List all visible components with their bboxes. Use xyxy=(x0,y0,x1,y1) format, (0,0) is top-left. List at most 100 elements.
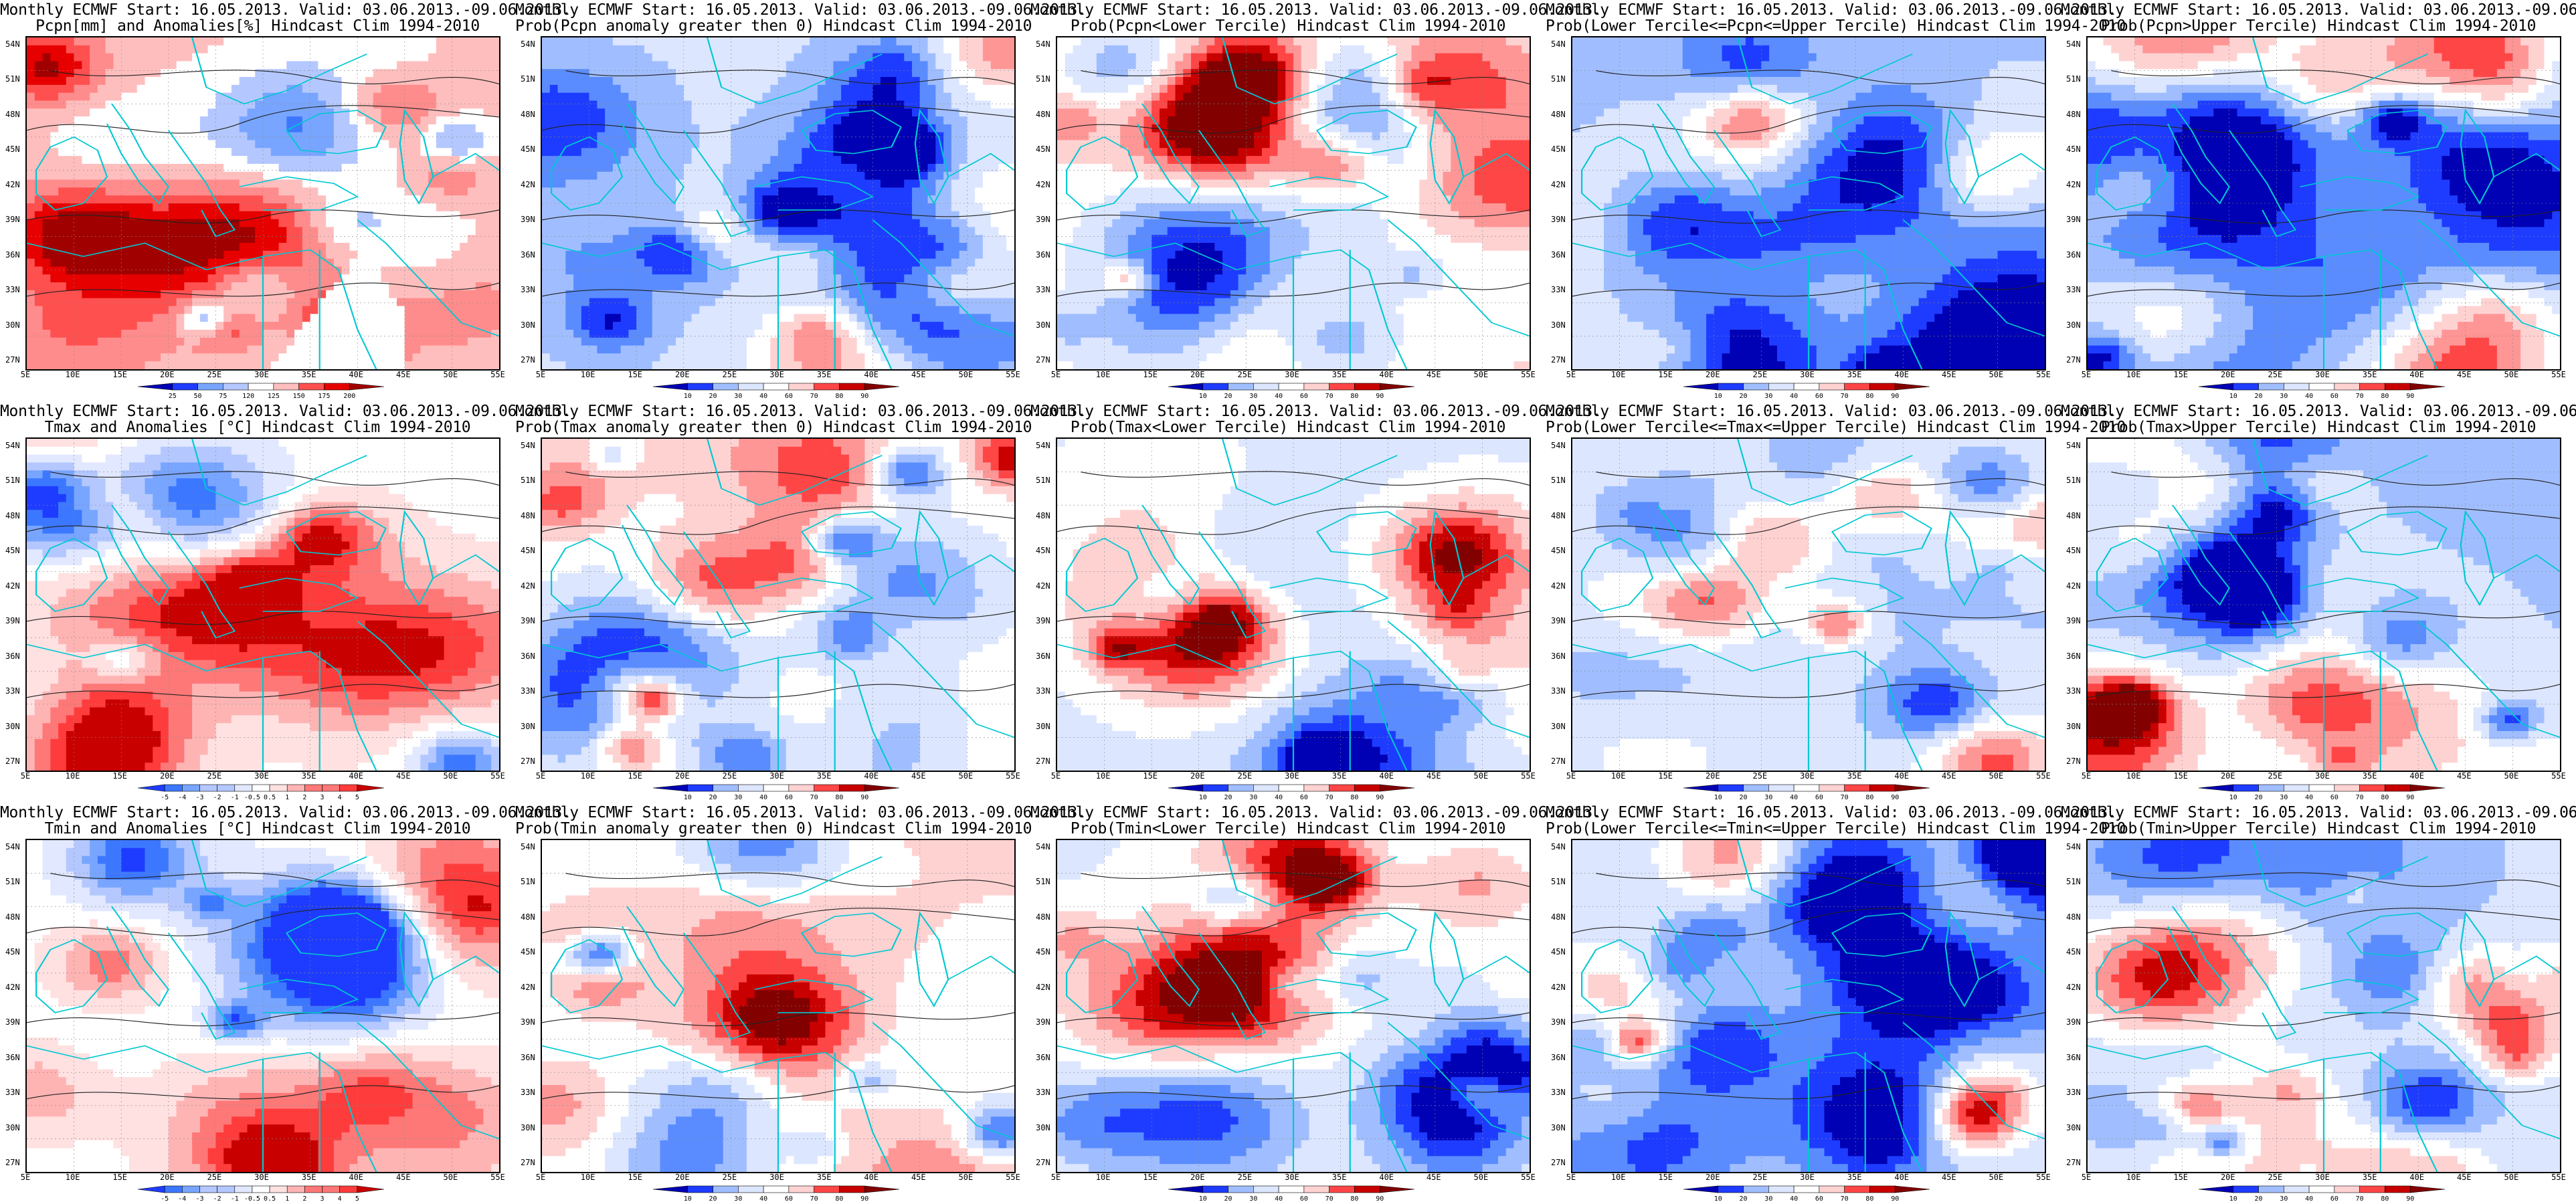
latitude-label: 36N xyxy=(1551,251,1566,259)
longitude-label: 55E xyxy=(1006,371,1020,379)
colorbar-swatch xyxy=(1202,784,1228,792)
colorbar-tick-label: 20 xyxy=(709,393,717,400)
latitude-label: 27N xyxy=(1036,1159,1050,1167)
longitude-label: 5E xyxy=(536,371,545,379)
colorbar-swatches: 10 20 30 40 60 70 80 90 xyxy=(1168,1185,1415,1203)
colorbar-tick-label: 120 xyxy=(242,393,254,400)
longitude-label: 35E xyxy=(302,1173,316,1181)
latitude-label: 33N xyxy=(2066,687,2081,695)
coastlines xyxy=(542,840,1014,1172)
colorbar-tick-label: 20 xyxy=(1224,1195,1232,1203)
colorbar-swatch xyxy=(1354,383,1380,391)
colorbar-tick-label: 70 xyxy=(1841,393,1849,400)
colorbar-tick-label: 0.5 xyxy=(264,794,276,801)
longitude-label: 5E xyxy=(2082,1173,2091,1181)
map-frame xyxy=(2086,36,2561,371)
colorbar-tick-label: 10 xyxy=(684,393,692,400)
latitude-label: 42N xyxy=(1036,181,1050,189)
longitude-label: 50E xyxy=(959,1173,974,1181)
colorbar-tick-label: 30 xyxy=(1764,794,1772,801)
colorbar-tick-label: 70 xyxy=(1325,1195,1333,1203)
colorbar-swatches: 10 20 30 40 60 70 80 90 xyxy=(2198,383,2446,400)
forecast-panel: Monthly ECMWF Start: 16.05.2013. Valid: … xyxy=(1030,0,1602,401)
longitude-label: 10E xyxy=(1096,371,1111,379)
colorbar-tick-label: 70 xyxy=(810,794,818,801)
latitude-label: 48N xyxy=(1036,110,1050,118)
latitude-label: 45N xyxy=(521,948,535,956)
longitude-label: 20E xyxy=(2221,772,2235,780)
colorbar-swatch xyxy=(1329,1185,1355,1193)
colorbar-swatch xyxy=(2308,383,2335,391)
shaded-field xyxy=(542,840,1014,1172)
panel-title-line2: Prob(Pcpn anomaly greater then 0) Hindca… xyxy=(515,18,1032,35)
latitude-label: 42N xyxy=(521,181,535,189)
longitude-label: 45E xyxy=(1427,371,1441,379)
longitude-label: 40E xyxy=(1894,1173,1909,1181)
panel-title-line1: Monthly ECMWF Start: 16.05.2013. Valid: … xyxy=(0,403,571,420)
panel-title-line1: Monthly ECMWF Start: 16.05.2013. Valid: … xyxy=(0,2,571,19)
longitude-label: 15E xyxy=(2173,371,2188,379)
colorbar-swatch xyxy=(1743,383,1769,391)
colorbar-swatch xyxy=(738,784,764,792)
colorbar-tick-label: 5 xyxy=(355,1195,359,1203)
longitude-label: 50E xyxy=(1989,1173,2004,1181)
colorbar-swatch xyxy=(298,383,325,391)
colorbar-tick-label: -0.5 xyxy=(244,1195,260,1203)
colorbar-tick-label: 5 xyxy=(355,794,359,801)
colorbar-swatch xyxy=(1303,784,1329,792)
panel-title-line1: Monthly ECMWF Start: 16.05.2013. Valid: … xyxy=(2061,805,2576,821)
latitude-label: 45N xyxy=(1551,948,1566,956)
colorbar-tick-label: -1 xyxy=(231,1195,239,1203)
colorbar-swatch xyxy=(1844,1185,1870,1193)
latitude-label: 33N xyxy=(2066,1088,2081,1096)
latitude-label: 27N xyxy=(5,1159,20,1167)
colorbar-swatch xyxy=(687,784,713,792)
longitude-label: 55E xyxy=(2551,772,2566,780)
longitude-label: 30E xyxy=(254,772,269,780)
longitude-label: 5E xyxy=(21,772,30,780)
colorbar-tick-label: 90 xyxy=(1891,794,1899,801)
latitude-label: 42N xyxy=(5,582,20,590)
isolines xyxy=(2088,872,2560,1100)
longitude-label: 30E xyxy=(254,1173,269,1181)
latitude-label: 48N xyxy=(1036,913,1050,921)
longitude-label: 55E xyxy=(490,772,505,780)
colorbar-swatch xyxy=(2198,1185,2234,1193)
colorbar-tick-label: 20 xyxy=(2255,1195,2263,1203)
panel-title-line2: Prob(Tmax<Lower Tercile) Hindcast Clim 1… xyxy=(1030,419,1546,436)
colorbar-swatch xyxy=(788,383,814,391)
longitude-label: 20E xyxy=(675,772,690,780)
colorbar-swatch xyxy=(1253,784,1279,792)
colorbar-swatch xyxy=(182,784,200,792)
colorbar-tick-label: 30 xyxy=(1764,1195,1772,1203)
latitude-label: 42N xyxy=(1551,181,1566,189)
longitude-label: 25E xyxy=(1238,1173,1253,1181)
longitude-label: 15E xyxy=(1658,772,1673,780)
latitude-label: 42N xyxy=(1551,983,1566,991)
colorbar-tick-label: 80 xyxy=(2381,393,2389,400)
longitude-label: 10E xyxy=(1611,371,1626,379)
latitude-label: 39N xyxy=(521,215,535,223)
colorbar-swatch xyxy=(223,383,249,391)
latitude-label: 30N xyxy=(2066,1124,2081,1132)
latitude-label: 54N xyxy=(2066,843,2081,851)
longitude-label: 30E xyxy=(769,371,784,379)
latitude-label: 33N xyxy=(1036,1088,1050,1096)
map-frame xyxy=(541,36,1016,371)
colorbar-tick-label: 80 xyxy=(835,1195,843,1203)
colorbar-swatch xyxy=(1718,383,1744,391)
colorbar-tick-label: 20 xyxy=(1740,393,1748,400)
colorbar-tick-label: -4 xyxy=(178,794,186,801)
isolines xyxy=(542,471,1014,698)
longitude-label: 35E xyxy=(817,371,832,379)
latitude-label: 30N xyxy=(1551,321,1566,329)
colorbar: 10 20 30 40 60 70 80 90 xyxy=(1030,383,1546,400)
latitude-label: 27N xyxy=(1036,356,1050,364)
panel-title-line1: Monthly ECMWF Start: 16.05.2013. Valid: … xyxy=(2061,403,2576,420)
isolines xyxy=(1057,872,1530,1100)
colorbar-tick-label: 90 xyxy=(2406,794,2414,801)
colorbar-swatch xyxy=(652,1185,688,1193)
latitude-label: 48N xyxy=(2066,110,2081,118)
longitude-label: 55E xyxy=(2036,772,2051,780)
longitude-label: 55E xyxy=(1521,371,1536,379)
